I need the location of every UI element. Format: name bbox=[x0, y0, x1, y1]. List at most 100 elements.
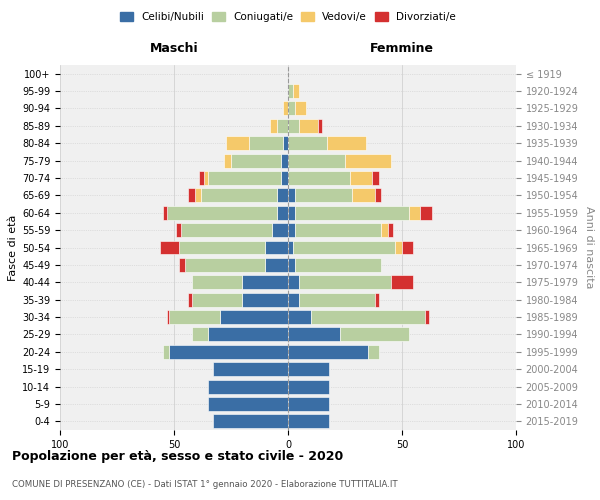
Bar bbox=[288, 154, 345, 168]
Bar bbox=[220, 310, 288, 324]
Bar bbox=[283, 102, 288, 116]
Bar bbox=[382, 223, 388, 237]
Bar bbox=[277, 188, 288, 202]
Bar bbox=[265, 240, 288, 254]
Bar bbox=[288, 310, 311, 324]
Bar bbox=[192, 276, 242, 289]
Bar bbox=[167, 310, 169, 324]
Bar bbox=[350, 171, 373, 185]
Bar bbox=[277, 119, 288, 133]
Bar bbox=[420, 206, 431, 220]
Bar bbox=[270, 119, 277, 133]
Bar bbox=[213, 362, 288, 376]
Bar bbox=[169, 345, 288, 358]
Bar bbox=[295, 258, 382, 272]
Y-axis label: Anni di nascita: Anni di nascita bbox=[584, 206, 594, 289]
Bar bbox=[203, 171, 208, 185]
Bar bbox=[167, 206, 277, 220]
Bar bbox=[288, 240, 293, 254]
Bar bbox=[213, 414, 288, 428]
Bar bbox=[179, 240, 265, 254]
Bar bbox=[272, 223, 288, 237]
Bar bbox=[288, 397, 329, 411]
Bar bbox=[288, 188, 295, 202]
Bar bbox=[295, 188, 352, 202]
Bar bbox=[169, 310, 220, 324]
Bar bbox=[163, 345, 169, 358]
Bar bbox=[208, 171, 281, 185]
Text: COMUNE DI PRESENZANO (CE) - Dati ISTAT 1° gennaio 2020 - Elaborazione TUTTITALIA: COMUNE DI PRESENZANO (CE) - Dati ISTAT 1… bbox=[12, 480, 398, 489]
Bar bbox=[388, 223, 393, 237]
Bar bbox=[374, 292, 379, 306]
Bar bbox=[340, 328, 409, 342]
Bar bbox=[373, 171, 379, 185]
Bar bbox=[277, 206, 288, 220]
Y-axis label: Fasce di età: Fasce di età bbox=[8, 214, 18, 280]
Bar bbox=[281, 171, 288, 185]
Bar bbox=[188, 188, 194, 202]
Bar bbox=[281, 154, 288, 168]
Bar bbox=[288, 171, 350, 185]
Bar bbox=[226, 136, 249, 150]
Bar bbox=[374, 188, 382, 202]
Bar bbox=[194, 188, 202, 202]
Bar bbox=[295, 206, 409, 220]
Bar bbox=[288, 258, 295, 272]
Text: Popolazione per età, sesso e stato civile - 2020: Popolazione per età, sesso e stato civil… bbox=[12, 450, 343, 463]
Bar bbox=[293, 240, 395, 254]
Bar bbox=[288, 380, 329, 394]
Bar bbox=[288, 136, 327, 150]
Bar bbox=[409, 206, 420, 220]
Bar bbox=[295, 102, 306, 116]
Bar bbox=[299, 119, 317, 133]
Bar bbox=[402, 240, 413, 254]
Text: Maschi: Maschi bbox=[149, 42, 199, 54]
Bar bbox=[176, 223, 181, 237]
Bar bbox=[192, 328, 208, 342]
Bar bbox=[231, 154, 281, 168]
Bar bbox=[317, 119, 322, 133]
Bar bbox=[288, 292, 299, 306]
Bar bbox=[299, 276, 391, 289]
Bar bbox=[208, 380, 288, 394]
Text: Femmine: Femmine bbox=[370, 42, 434, 54]
Bar bbox=[288, 102, 295, 116]
Bar bbox=[368, 345, 379, 358]
Bar bbox=[208, 397, 288, 411]
Bar bbox=[425, 310, 430, 324]
Bar bbox=[192, 292, 242, 306]
Bar bbox=[288, 362, 329, 376]
Bar bbox=[179, 258, 185, 272]
Bar bbox=[265, 258, 288, 272]
Bar bbox=[288, 206, 295, 220]
Bar bbox=[327, 136, 365, 150]
Bar bbox=[293, 84, 299, 98]
Bar bbox=[295, 223, 382, 237]
Bar bbox=[299, 292, 374, 306]
Bar bbox=[288, 84, 293, 98]
Bar bbox=[242, 292, 288, 306]
Bar bbox=[283, 136, 288, 150]
Bar bbox=[391, 276, 413, 289]
Bar bbox=[208, 328, 288, 342]
Bar bbox=[288, 276, 299, 289]
Bar bbox=[288, 223, 295, 237]
Bar bbox=[160, 240, 179, 254]
Bar bbox=[288, 345, 368, 358]
Bar bbox=[185, 258, 265, 272]
Bar bbox=[395, 240, 402, 254]
Bar bbox=[199, 171, 203, 185]
Bar bbox=[188, 292, 192, 306]
Bar bbox=[288, 328, 340, 342]
Bar bbox=[249, 136, 283, 150]
Bar bbox=[242, 276, 288, 289]
Bar bbox=[345, 154, 391, 168]
Bar bbox=[202, 188, 277, 202]
Bar bbox=[311, 310, 425, 324]
Bar bbox=[181, 223, 272, 237]
Bar bbox=[288, 414, 329, 428]
Legend: Celibi/Nubili, Coniugati/e, Vedovi/e, Divorziati/e: Celibi/Nubili, Coniugati/e, Vedovi/e, Di… bbox=[116, 8, 460, 26]
Bar bbox=[288, 119, 299, 133]
Bar bbox=[163, 206, 167, 220]
Bar bbox=[224, 154, 231, 168]
